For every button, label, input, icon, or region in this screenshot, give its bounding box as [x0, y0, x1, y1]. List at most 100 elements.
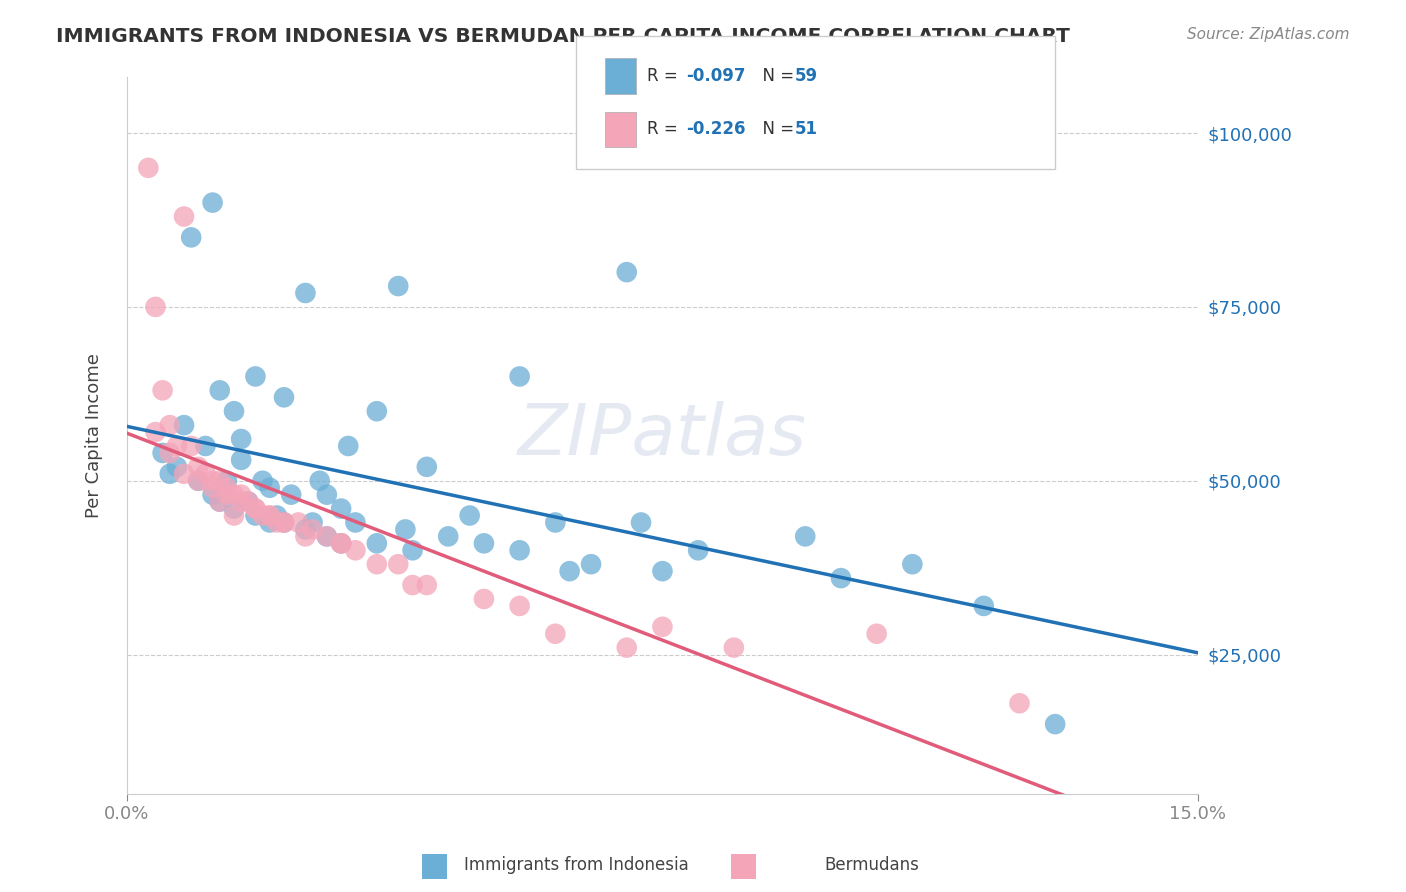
Point	[231, 494, 253, 508]
Point	[294, 285, 316, 300]
Point	[472, 536, 495, 550]
Point	[509, 599, 531, 613]
Text: -0.097: -0.097	[686, 67, 745, 85]
Point	[201, 474, 224, 488]
Point	[688, 543, 710, 558]
Point	[616, 265, 638, 279]
Point	[245, 369, 267, 384]
Text: N =: N =	[752, 67, 800, 85]
Point	[215, 488, 238, 502]
Point	[145, 300, 167, 314]
Point	[794, 529, 817, 543]
Point	[401, 578, 423, 592]
Point	[159, 446, 181, 460]
Point	[344, 543, 367, 558]
Point	[145, 425, 167, 439]
Point	[159, 467, 181, 481]
Point	[136, 161, 159, 175]
Point	[437, 529, 460, 543]
Point	[222, 488, 245, 502]
Point	[1008, 696, 1031, 710]
Point	[222, 501, 245, 516]
Point	[558, 564, 581, 578]
Point	[208, 384, 231, 398]
Point	[579, 558, 602, 572]
Point	[544, 626, 567, 640]
Point	[245, 501, 267, 516]
Point	[180, 439, 202, 453]
Point	[201, 195, 224, 210]
Y-axis label: Per Capita Income: Per Capita Income	[86, 353, 103, 518]
Point	[416, 459, 439, 474]
Point	[187, 474, 209, 488]
Point	[266, 516, 288, 530]
Point	[173, 210, 195, 224]
Point	[273, 516, 295, 530]
Point	[201, 488, 224, 502]
Point	[366, 536, 388, 550]
Text: Source: ZipAtlas.com: Source: ZipAtlas.com	[1187, 27, 1350, 42]
Point	[259, 481, 281, 495]
Text: R =: R =	[647, 67, 683, 85]
Point	[215, 481, 238, 495]
Point	[723, 640, 745, 655]
Point	[238, 494, 260, 508]
Point	[509, 543, 531, 558]
Point	[180, 230, 202, 244]
Point	[222, 508, 245, 523]
Point	[472, 591, 495, 606]
Point	[287, 516, 309, 530]
Text: 59: 59	[794, 67, 817, 85]
Point	[173, 467, 195, 481]
Point	[458, 508, 481, 523]
Point	[337, 439, 360, 453]
Text: N =: N =	[752, 120, 800, 138]
Point	[387, 279, 409, 293]
Point	[194, 439, 217, 453]
Point	[166, 439, 188, 453]
Point	[252, 508, 274, 523]
Point	[330, 536, 353, 550]
Point	[231, 432, 253, 446]
Text: 51: 51	[794, 120, 817, 138]
Point	[315, 488, 337, 502]
Point	[208, 474, 231, 488]
Point	[208, 494, 231, 508]
Point	[301, 523, 323, 537]
Text: IMMIGRANTS FROM INDONESIA VS BERMUDAN PER CAPITA INCOME CORRELATION CHART: IMMIGRANTS FROM INDONESIA VS BERMUDAN PE…	[56, 27, 1070, 45]
Point	[344, 516, 367, 530]
Point	[215, 474, 238, 488]
Text: -0.226: -0.226	[686, 120, 745, 138]
Point	[901, 558, 924, 572]
Text: Bermudans: Bermudans	[824, 856, 920, 874]
Point	[544, 516, 567, 530]
Point	[280, 488, 302, 502]
Point	[173, 418, 195, 433]
Point	[266, 508, 288, 523]
Point	[259, 516, 281, 530]
Point	[208, 494, 231, 508]
Text: ZIPatlas: ZIPatlas	[517, 401, 807, 470]
Point	[259, 508, 281, 523]
Point	[301, 516, 323, 530]
Point	[366, 404, 388, 418]
Point	[245, 508, 267, 523]
Point	[866, 626, 889, 640]
Point	[330, 536, 353, 550]
Point	[315, 529, 337, 543]
Point	[273, 516, 295, 530]
Point	[308, 474, 330, 488]
Point	[245, 501, 267, 516]
Point	[401, 543, 423, 558]
Point	[973, 599, 995, 613]
Point	[166, 459, 188, 474]
Point	[273, 516, 295, 530]
Point	[231, 488, 253, 502]
Point	[1043, 717, 1066, 731]
Point	[387, 558, 409, 572]
Point	[616, 640, 638, 655]
Point	[330, 501, 353, 516]
Text: Immigrants from Indonesia: Immigrants from Indonesia	[464, 856, 689, 874]
Point	[194, 467, 217, 481]
Point	[394, 523, 416, 537]
